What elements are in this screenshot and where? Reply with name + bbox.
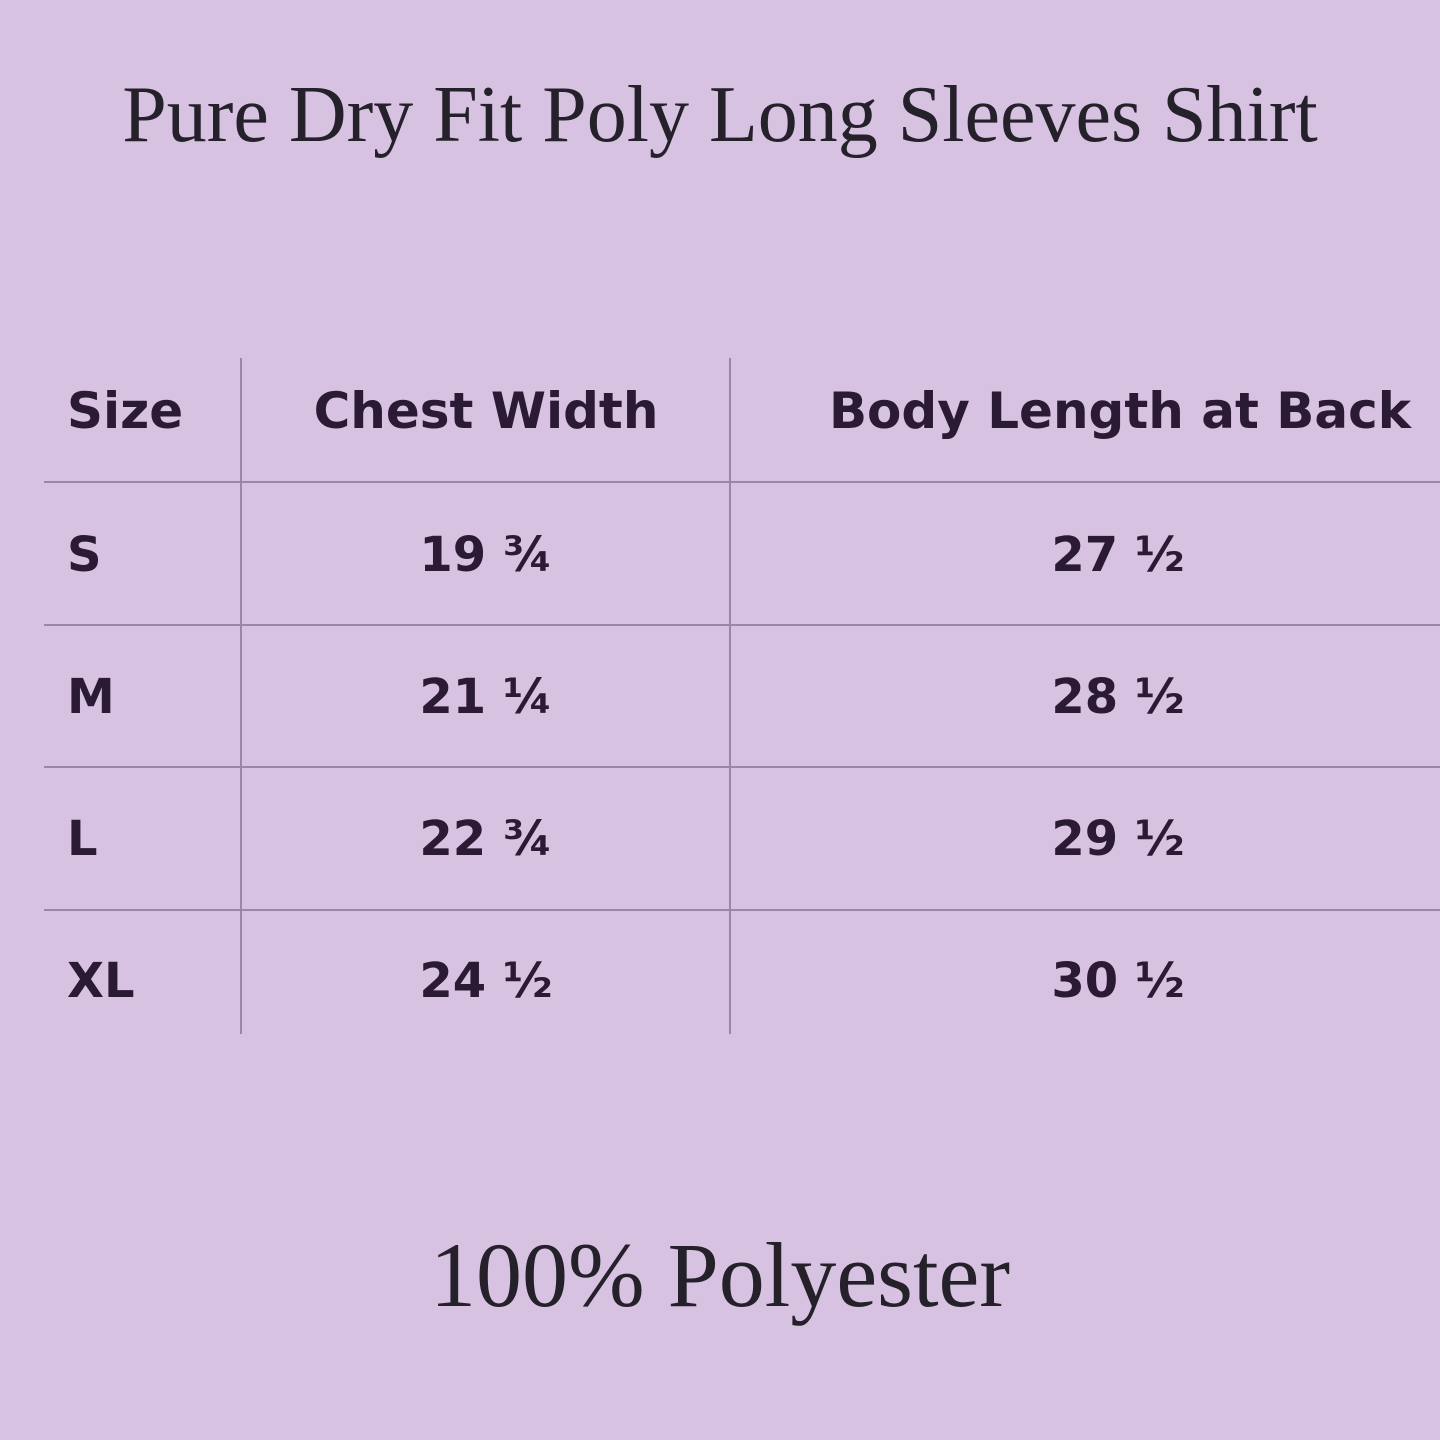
cell-length: 28 ½ (1051, 669, 1185, 725)
cell-size: S (67, 527, 102, 583)
cell-length: 29 ½ (1051, 811, 1185, 867)
row-divider (44, 909, 1440, 911)
cell-size: L (67, 811, 98, 867)
header-body-length: Body Length at Back (828, 382, 1412, 440)
cell-length: 30 ½ (1051, 953, 1185, 1009)
cell-chest: 22 ¾ (419, 811, 553, 867)
cell-size: XL (67, 953, 135, 1009)
cell-chest: 24 ½ (419, 953, 553, 1009)
cell-length: 27 ½ (1051, 527, 1185, 583)
cell-chest: 19 ¾ (419, 527, 553, 583)
cell-chest: 21 ¼ (419, 669, 553, 725)
row-divider (44, 766, 1440, 768)
header-chest-width: Chest Width (313, 382, 659, 440)
page-title: Pure Dry Fit Poly Long Sleeves Shirt (122, 71, 1318, 159)
material-label: 100% Polyester (429, 1224, 1011, 1326)
row-divider (44, 481, 1440, 483)
row-divider (44, 624, 1440, 626)
cell-size: M (67, 669, 115, 725)
column-divider (240, 358, 242, 1034)
header-size: Size (67, 382, 184, 440)
column-divider (729, 358, 731, 1034)
